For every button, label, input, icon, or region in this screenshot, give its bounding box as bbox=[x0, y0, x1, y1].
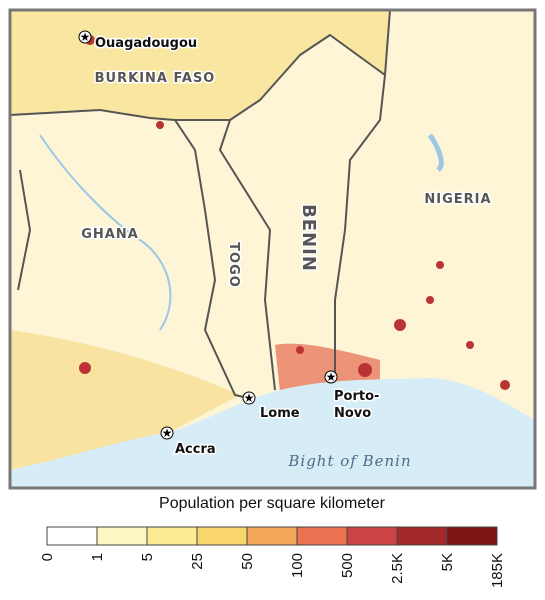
city-label: Lome bbox=[260, 406, 300, 421]
city-label: Porto- bbox=[334, 389, 379, 404]
legend-label: 500 bbox=[339, 553, 356, 578]
border bbox=[219, 119, 276, 391]
legend: 0 1 5 25 50 100 500 2.5K 5K 185K bbox=[39, 526, 506, 588]
burkina-land bbox=[10, 10, 390, 120]
legend-swatch bbox=[296, 526, 348, 546]
svg-text:★: ★ bbox=[326, 370, 337, 384]
border bbox=[334, 74, 386, 378]
border bbox=[17, 169, 31, 291]
legend-swatch bbox=[146, 526, 198, 546]
legend-swatch bbox=[46, 526, 98, 546]
river bbox=[39, 134, 172, 331]
legend-swatch bbox=[396, 526, 448, 546]
density-spots bbox=[79, 35, 510, 390]
legend-swatch bbox=[246, 526, 298, 546]
svg-text:★: ★ bbox=[244, 391, 255, 405]
legend-title: Population per square kilometer bbox=[159, 495, 386, 512]
city-label: Accra bbox=[175, 442, 216, 457]
legend-swatch bbox=[96, 526, 148, 546]
map-border bbox=[8, 8, 537, 490]
legend-label: 100 bbox=[289, 553, 306, 578]
lake bbox=[427, 133, 444, 173]
country-label: TOGO bbox=[226, 242, 241, 288]
legend-label: 5 bbox=[139, 553, 156, 561]
ocean bbox=[10, 378, 535, 488]
legend-label: 0 bbox=[39, 553, 56, 561]
legend-label: 25 bbox=[189, 553, 206, 570]
legend-swatch bbox=[446, 526, 498, 546]
country-label: BURKINA FASO bbox=[95, 71, 216, 86]
legend-label: 1 bbox=[89, 553, 106, 561]
svg-text:★: ★ bbox=[162, 426, 173, 440]
legend-label: 5K bbox=[439, 553, 456, 571]
city-label: Ouagadougou bbox=[95, 36, 197, 51]
legend-label: 185K bbox=[489, 553, 506, 588]
city-markers bbox=[78, 30, 338, 440]
legend-label: 50 bbox=[239, 553, 256, 570]
legend-swatch bbox=[346, 526, 398, 546]
city-stars: ★ ★ ★ ★ bbox=[80, 30, 337, 440]
legend-swatch bbox=[196, 526, 248, 546]
svg-text:★: ★ bbox=[80, 30, 91, 44]
country-label: NIGERIA bbox=[424, 192, 491, 207]
country-label: GHANA bbox=[81, 227, 139, 242]
city-label: Novo bbox=[334, 406, 371, 421]
legend-label: 2.5K bbox=[389, 553, 406, 584]
coast-density bbox=[275, 343, 380, 392]
country-label: BENIN bbox=[298, 204, 319, 272]
water-label: Bight of Benin bbox=[287, 452, 411, 470]
coast-density bbox=[10, 330, 240, 470]
border bbox=[9, 9, 391, 121]
border bbox=[174, 119, 249, 399]
